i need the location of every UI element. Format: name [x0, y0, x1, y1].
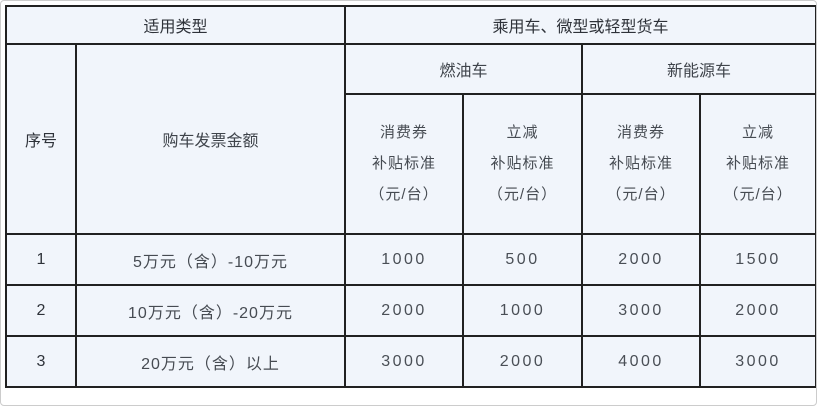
- subheader-fuel-coupon: 消费券 补贴标准 （元/台）: [344, 93, 465, 235]
- subheader-line: 消费券: [617, 124, 666, 141]
- subheader-nev-instant-discount: 立减 补贴标准 （元/台）: [699, 93, 816, 235]
- subheader-line: 补贴标准: [372, 155, 437, 172]
- header-vehicle-category: 乘用车、微型或轻型货车: [344, 5, 816, 45]
- subheader-line: 补贴标准: [609, 155, 674, 172]
- value-nev-coupon: 3000: [581, 284, 702, 337]
- row-invoice-range: 10万元（含）-20万元: [74, 284, 347, 337]
- header-invoice-amount: 购车发票金额: [74, 43, 347, 235]
- subheader-nev-coupon: 消费券 补贴标准 （元/台）: [581, 93, 702, 235]
- subheader-line: （元/台）: [723, 186, 793, 203]
- subheader-line: 立减: [506, 124, 539, 141]
- value-nev-instant: 3000: [699, 335, 816, 388]
- row-serial: 2: [5, 284, 77, 337]
- subheader-line: 补贴标准: [726, 155, 791, 172]
- table-row: 3 20万元（含）以上 3000 2000 4000 3000: [5, 335, 816, 388]
- subheader-fuel-instant-discount: 立减 补贴标准 （元/台）: [462, 93, 584, 235]
- subheader-line: 补贴标准: [490, 155, 555, 172]
- header-row-subsidy-standards: 消费券 补贴标准 （元/台） 立减 补贴标准 （元/台） 消费券 补贴标准 （元…: [6, 93, 816, 235]
- subheader-line: 消费券: [380, 124, 429, 141]
- subsidy-table: 适用类型 乘用车、微型或轻型货车 序号 购车发票金额 燃油车 新能源车 消费券 …: [4, 5, 816, 388]
- value-fuel-coupon: 2000: [344, 284, 465, 337]
- subheader-line: （元/台）: [487, 186, 558, 203]
- row-serial: 1: [5, 233, 77, 286]
- subheader-line: 立减: [742, 124, 775, 141]
- row-serial: 3: [5, 335, 77, 388]
- header-row-vehicle-type: 序号 购车发票金额 燃油车 新能源车: [5, 43, 816, 235]
- value-fuel-instant: 1000: [462, 284, 584, 337]
- value-nev-coupon: 2000: [581, 233, 702, 286]
- subheader-line: （元/台）: [606, 186, 676, 203]
- value-nev-instant: 1500: [699, 233, 816, 286]
- row-invoice-range: 20万元（含）以上: [74, 335, 347, 388]
- value-nev-instant: 2000: [699, 284, 816, 337]
- header-fuel-vehicle: 燃油车: [344, 43, 584, 95]
- header-row-top: 适用类型 乘用车、微型或轻型货车: [4, 5, 816, 45]
- header-applicable-type: 适用类型: [4, 5, 347, 45]
- value-fuel-coupon: 1000: [344, 233, 465, 286]
- table-row: 1 5万元（含）-10万元 1000 500 2000 1500: [5, 233, 816, 286]
- row-invoice-range: 5万元（含）-10万元: [74, 233, 347, 286]
- value-nev-coupon: 4000: [581, 335, 702, 388]
- table-row: 2 10万元（含）-20万元 2000 1000 3000 2000: [5, 284, 816, 337]
- header-new-energy-vehicle: 新能源车: [581, 43, 816, 95]
- header-serial-no: 序号: [5, 43, 77, 235]
- value-fuel-coupon: 3000: [344, 335, 465, 388]
- value-fuel-instant: 2000: [462, 335, 584, 388]
- value-fuel-instant: 500: [462, 233, 584, 286]
- subheader-line: （元/台）: [369, 186, 439, 203]
